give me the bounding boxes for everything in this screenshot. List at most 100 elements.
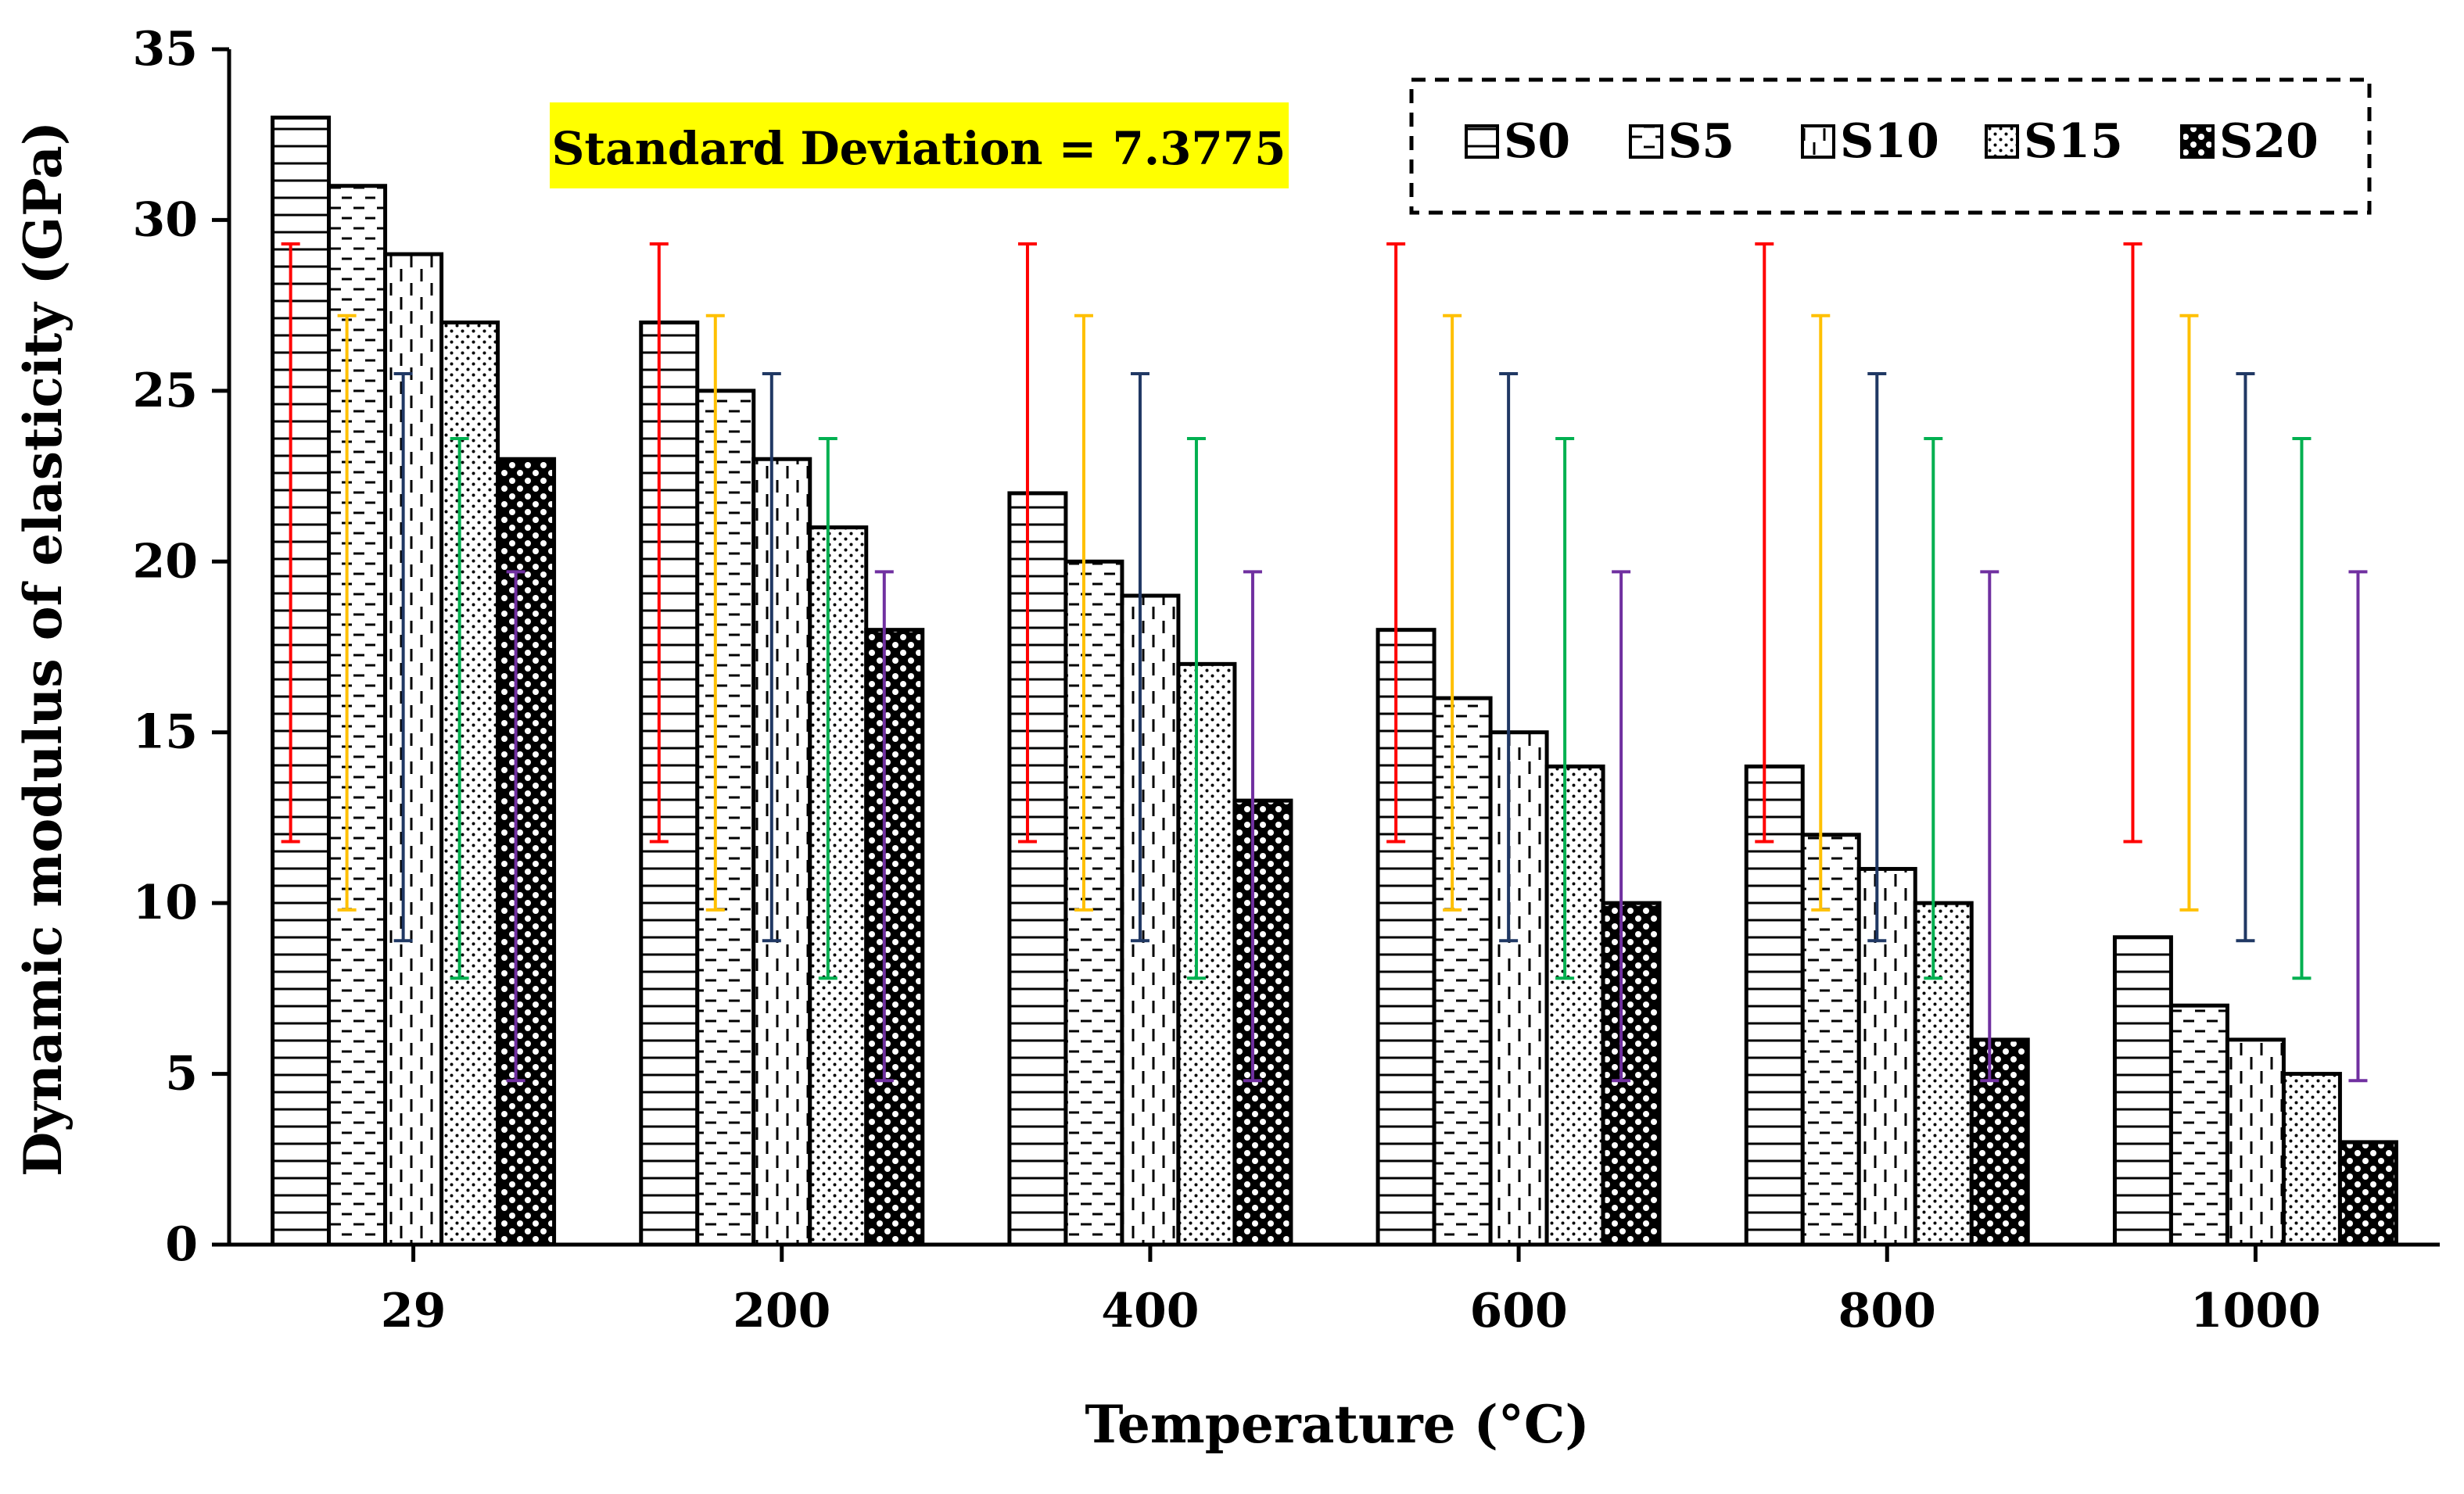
legend-label-s0: S0 <box>1504 114 1570 169</box>
legend-swatch-s20 <box>2180 124 2215 159</box>
legend-swatch-s5 <box>1629 124 1663 159</box>
legend-item-s15: S15 <box>1985 114 2123 169</box>
error-bar-s0-400 <box>1017 242 1037 844</box>
bar-s0-1000 <box>2112 935 2173 1247</box>
axes-layer: 29 200 400 600 800 1000 0 5 10 15 20 25 30 35 <box>133 22 2440 1338</box>
error-bar-s0-1000 <box>2123 242 2143 844</box>
legend-label-s5: S5 <box>1668 114 1734 169</box>
x-tick-label-29: 29 <box>381 1284 447 1338</box>
error-bar-s0-29 <box>281 242 300 844</box>
error-bar-s10-29 <box>393 372 413 943</box>
bar-s10-600 <box>1488 730 1549 1247</box>
error-bar-s10-1000 <box>2236 372 2255 943</box>
error-bar-s0-200 <box>649 242 669 844</box>
y-tick-label-35: 35 <box>133 22 199 77</box>
error-bar-s5-1000 <box>2179 313 2199 912</box>
bars-layer <box>271 115 2398 1247</box>
bar-s20-400 <box>1232 798 1293 1247</box>
error-bar-s20-200 <box>874 570 894 1083</box>
standard-deviation-annotation: Standard Deviation = 7.3775 <box>551 122 1286 175</box>
error-bar-s15-400 <box>1186 437 1206 980</box>
bar-s15-600 <box>1544 764 1605 1247</box>
bar-s5-1000 <box>2168 1003 2229 1247</box>
y-tick-label-15: 15 <box>133 705 199 760</box>
error-bar-s15-200 <box>818 437 837 980</box>
x-tick-label-200: 200 <box>733 1284 830 1338</box>
error-bar-s10-200 <box>762 372 781 943</box>
annotation-box: Standard Deviation = 7.3775 <box>550 102 1289 188</box>
error-bar-s5-600 <box>1443 313 1462 912</box>
bar-s15-200 <box>808 525 869 1247</box>
y-tick-label-30: 30 <box>133 192 199 247</box>
y-tick-label-5: 5 <box>165 1047 198 1102</box>
legend-label-s15: S15 <box>2024 114 2123 169</box>
error-bar-s5-400 <box>1074 313 1093 912</box>
bar-s0-29 <box>271 115 332 1247</box>
bar-s0-800 <box>1744 764 1805 1247</box>
legend-item-s10: S10 <box>1801 114 1939 169</box>
error-bar-s20-29 <box>506 570 525 1083</box>
y-tick-label-10: 10 <box>133 876 199 930</box>
error-bar-s20-400 <box>1243 570 1262 1083</box>
y-tick-label-20: 20 <box>133 534 199 589</box>
bar-s20-1000 <box>2337 1140 2398 1247</box>
error-bar-s20-600 <box>1612 570 1631 1083</box>
bar-s5-600 <box>1432 696 1493 1247</box>
error-bar-s20-800 <box>1980 570 2000 1083</box>
error-bar-s15-29 <box>450 437 469 980</box>
bar-s10-200 <box>751 457 812 1247</box>
y-tick-label-25: 25 <box>133 364 199 418</box>
y-axis-label: Dynamic modulus of elasticity (GPa) <box>13 121 74 1177</box>
bar-s10-400 <box>1120 593 1181 1247</box>
bar-s10-29 <box>383 252 444 1247</box>
legend-item-s0: S0 <box>1465 114 1570 169</box>
x-tick-label-800: 800 <box>1838 1284 1936 1338</box>
legend-swatch-s0 <box>1465 124 1499 159</box>
bar-s15-400 <box>1176 661 1237 1247</box>
bar-s20-800 <box>1969 1037 2030 1247</box>
error-bar-s5-29 <box>337 313 357 912</box>
legend-swatch-s10 <box>1801 124 1835 159</box>
bar-s15-29 <box>439 320 500 1247</box>
bar-s0-600 <box>1375 628 1436 1247</box>
bar-s20-29 <box>496 457 557 1247</box>
bar-s10-1000 <box>2225 1037 2286 1247</box>
legend-label-s20: S20 <box>2219 114 2319 169</box>
error-bar-s5-800 <box>1811 313 1831 912</box>
bar-s10-800 <box>1856 866 1917 1247</box>
error-bar-s0-800 <box>1755 242 1774 844</box>
error-bar-s10-400 <box>1130 372 1150 943</box>
bar-s5-29 <box>327 184 388 1247</box>
bar-s5-400 <box>1063 559 1124 1247</box>
error-bar-s10-800 <box>1867 372 1887 943</box>
x-tick-label-1000: 1000 <box>2190 1284 2321 1338</box>
bar-s0-200 <box>639 320 700 1247</box>
error-bars-layer <box>281 242 2368 1083</box>
legend-swatch-s15 <box>1985 124 2019 159</box>
annotation-background <box>550 102 1289 188</box>
bar-s15-1000 <box>2281 1072 2342 1247</box>
legend-label-s10: S10 <box>1840 114 1939 169</box>
legend-item-s20: S20 <box>2180 114 2319 169</box>
error-bar-s15-600 <box>1555 437 1575 980</box>
error-bar-s15-800 <box>1924 437 1943 980</box>
bar-s20-200 <box>864 628 925 1247</box>
bar-s15-800 <box>1913 901 1974 1247</box>
error-bar-s0-600 <box>1386 242 1406 844</box>
x-tick-label-600: 600 <box>1469 1284 1567 1338</box>
x-tick-label-400: 400 <box>1101 1284 1199 1338</box>
bar-s0-400 <box>1007 491 1068 1247</box>
legend: S0 S5 S10 S15 S20 <box>1409 77 2372 215</box>
x-axis-label: Temperature (°C) <box>1085 1394 1589 1455</box>
bar-s20-600 <box>1601 901 1662 1247</box>
error-bar-s20-1000 <box>2348 570 2368 1083</box>
bar-s5-200 <box>695 389 756 1247</box>
error-bar-s10-600 <box>1499 372 1519 943</box>
legend-item-s5: S5 <box>1629 114 1734 169</box>
bar-s5-800 <box>1800 833 1861 1247</box>
error-bar-s5-200 <box>705 313 725 912</box>
error-bar-s15-1000 <box>2292 437 2312 980</box>
y-tick-label-0: 0 <box>165 1217 198 1272</box>
